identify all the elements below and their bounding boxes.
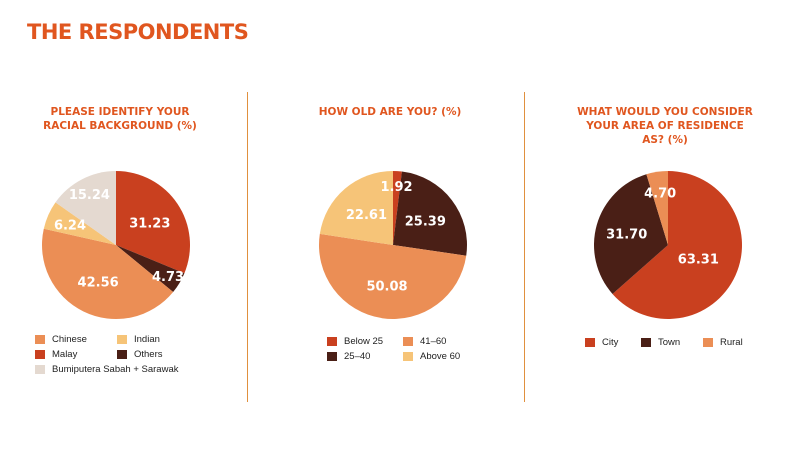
swatch-25-40 (327, 352, 337, 361)
race-pie-chart: 31.23 4.73 42.56 6.24 15.24 (41, 171, 190, 320)
legend-label-below-25: Below 25 (344, 336, 384, 347)
legend-label-town: Town (658, 337, 681, 348)
legend-item-others: Others (117, 349, 163, 360)
pie-value-label-town: 31.70 (606, 227, 647, 242)
swatch-above-60 (403, 352, 413, 361)
legend-label-others: Others (134, 349, 163, 360)
pie-slice-25-40 (393, 171, 467, 256)
swatch-rural (703, 338, 713, 347)
race-chart-title-line-1: PLEASE IDENTIFY YOUR (50, 106, 190, 118)
pie-slice-city (612, 171, 742, 319)
pie-value-label-41-60: 50.08 (366, 279, 407, 294)
pie-slice-above-60 (319, 171, 393, 245)
residence-chart-title-line-3: AS? (%) (642, 134, 688, 146)
legend-item-above-60: Above 60 (403, 351, 460, 362)
divider-right (524, 92, 525, 402)
legend-label-chinese: Chinese (52, 334, 87, 345)
divider-left (247, 92, 248, 402)
legend-label-bumiputera: Bumiputera Sabah + Sarawak (52, 364, 179, 375)
swatch-city (585, 338, 595, 347)
residence-chart-title-line-2: YOUR AREA OF RESIDENCE (586, 120, 744, 132)
age-chart-title: HOW OLD ARE YOU? (%) (260, 105, 520, 119)
pie-value-label-below-25: 1.92 (381, 180, 413, 195)
pie-slice-rural (646, 171, 668, 245)
age-pie-chart: 1.92 25.39 50.08 22.61 (319, 171, 467, 319)
legend-label-indian: Indian (134, 334, 160, 345)
swatch-bumiputera (35, 365, 45, 374)
legend-item-town: Town (641, 337, 680, 348)
swatch-town (641, 338, 651, 347)
legend-label-above-60: Above 60 (420, 351, 461, 362)
swatch-indian (117, 335, 127, 344)
pie-slice-below-25 (393, 171, 402, 245)
legend-label-41-60: 41–60 (420, 336, 447, 347)
pie-value-label-malay: 31.23 (129, 216, 170, 231)
residence-chart-title-line-1: WHAT WOULD YOU CONSIDER (577, 106, 753, 118)
pie-slice-chinese (41, 228, 174, 320)
pie-slice-41-60 (319, 233, 467, 319)
pie-slice-bumiputera-sabah-sarawak (55, 171, 116, 245)
age-chart-panel: HOW OLD ARE YOU? (%) 1.92 25.39 50.08 22.61… (260, 0, 520, 474)
race-chart-panel: PLEASE IDENTIFY YOUR RACIAL BACKGROUND (… (0, 0, 240, 474)
pie-value-label-others: 4.73 (152, 270, 184, 285)
pie-value-label-indian: 6.24 (54, 219, 86, 234)
legend-item-bumiputera: Bumiputera Sabah + Sarawak (35, 364, 178, 375)
swatch-others (117, 350, 127, 359)
swatch-malay (35, 350, 45, 359)
pie-slice-others (116, 245, 185, 293)
legend-item-rural: Rural (703, 337, 743, 348)
swatch-41-60 (403, 337, 413, 346)
residence-chart-panel: WHAT WOULD YOU CONSIDER YOUR AREA OF RES… (540, 0, 790, 474)
page-title: THE RESPONDENTS (27, 20, 249, 44)
legend-item-25-40: 25–40 (327, 351, 370, 362)
pie-value-label-rural: 4.70 (644, 186, 676, 201)
swatch-chinese (35, 335, 45, 344)
pie-slice-town (594, 174, 668, 294)
legend-item-chinese: Chinese (35, 334, 87, 345)
race-chart-title-line-2: RACIAL BACKGROUND (%) (43, 120, 197, 132)
pie-value-label-25-40: 25.39 (405, 214, 446, 229)
pie-value-label-above-60: 22.61 (346, 208, 387, 223)
swatch-below-25 (327, 337, 337, 346)
legend-item-indian: Indian (117, 334, 160, 345)
residence-chart-title: WHAT WOULD YOU CONSIDER YOUR AREA OF RES… (540, 105, 790, 147)
legend-item-city: City (585, 337, 618, 348)
legend-item-41-60: 41–60 (403, 336, 446, 347)
legend-label-city: City (602, 337, 619, 348)
pie-value-label-bumiputera-sabah-sarawak: 15.24 (69, 188, 110, 203)
race-chart-title: PLEASE IDENTIFY YOUR RACIAL BACKGROUND (… (0, 105, 240, 133)
pie-value-label-city: 63.31 (678, 253, 719, 268)
legend-label-rural: Rural (720, 337, 743, 348)
residence-pie-chart: 63.31 31.70 4.70 (594, 171, 742, 319)
legend-label-25-40: 25–40 (344, 351, 371, 362)
pie-value-label-chinese: 42.56 (78, 276, 119, 291)
age-chart-title-line-1: HOW OLD ARE YOU? (%) (318, 106, 462, 118)
legend-label-malay: Malay (52, 349, 78, 360)
legend-item-below-25: Below 25 (327, 336, 383, 347)
pie-slice-malay (116, 171, 190, 274)
legend-item-malay: Malay (35, 349, 77, 360)
pie-slice-indian (43, 202, 116, 245)
